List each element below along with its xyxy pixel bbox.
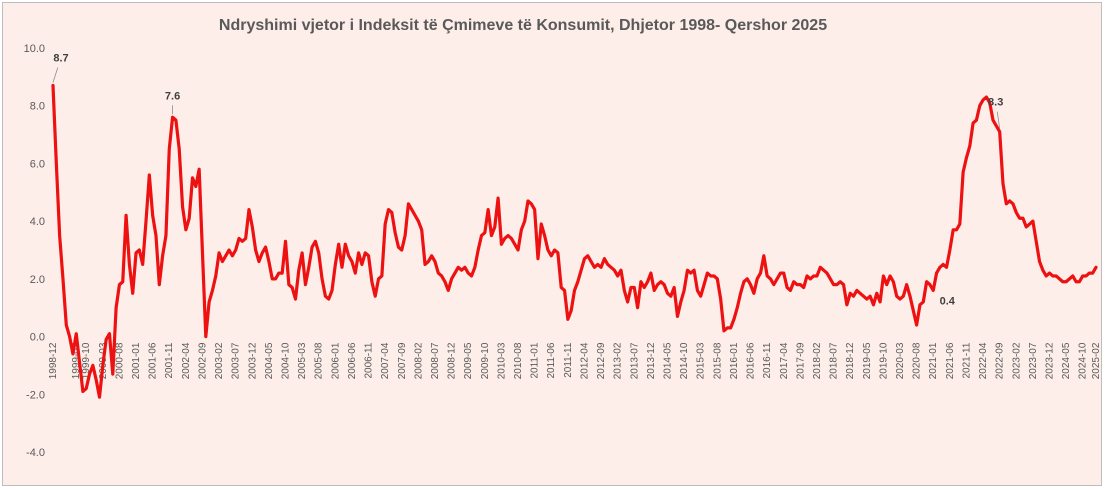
x-tick-label: 2024-10	[1078, 342, 1089, 379]
x-tick-label: 2003-07	[231, 342, 242, 379]
x-tick-label: 2003-02	[214, 342, 225, 379]
x-tick-label: 2015-03	[696, 342, 707, 379]
x-tick-label: 2008-12	[447, 342, 458, 379]
x-tick-label: 2002-09	[197, 342, 208, 379]
x-tick-label: 2010-08	[513, 342, 524, 379]
x-tick-label: 2019-10	[878, 342, 889, 379]
x-tick-label: 2006-11	[364, 342, 375, 378]
x-tick-label: 2018-02	[812, 342, 823, 379]
x-tick-label: 2009-05	[463, 342, 474, 379]
x-tick-label: 2004-10	[281, 342, 292, 379]
x-tick-label: 2015-08	[712, 342, 723, 379]
x-tick-label: 2023-02	[1011, 342, 1022, 379]
x-tick-label: 2007-04	[380, 342, 391, 379]
y-tick-label: -4.0	[26, 447, 45, 459]
x-tick-label: 2016-06	[746, 342, 757, 379]
x-tick-label: 2022-04	[978, 342, 989, 379]
x-tick-label: 2008-02	[413, 342, 424, 379]
x-tick-label: 2001-01	[131, 342, 142, 379]
x-tick-label: 2021-11	[961, 342, 972, 378]
x-tick-label: 2018-07	[829, 342, 840, 379]
x-tick-label: 2013-02	[613, 342, 624, 379]
y-tick-label: 10.0	[24, 43, 45, 55]
data-label: 8.7	[53, 53, 68, 65]
data-label: 8.3	[988, 97, 1003, 109]
leader-line	[52, 67, 59, 83]
x-tick-label: 2012-09	[596, 342, 607, 379]
x-tick-label: 2016-11	[762, 342, 773, 378]
x-tick-label: 2003-12	[247, 342, 258, 379]
y-tick-label: -2.0	[26, 389, 45, 401]
y-tick-label: 6.0	[30, 158, 45, 170]
x-tick-label: 2022-09	[995, 342, 1006, 379]
x-tick-label: 2005-03	[297, 342, 308, 379]
x-tick-label: 2011-01	[530, 342, 541, 378]
x-tick-label: 2001-06	[148, 342, 159, 379]
x-tick-label: 1998-12	[48, 342, 59, 379]
x-tick-label: 2023-12	[1044, 342, 1055, 379]
x-tick-label: 2019-05	[862, 342, 873, 379]
chart-svg: Ndryshimi vjetor i Indeksit të Çmimeve t…	[24, 3, 1103, 459]
y-tick-label: 2.0	[30, 274, 45, 286]
x-tick-label: 2016-01	[729, 342, 740, 379]
x-tick-label: 2011-11	[563, 342, 574, 378]
x-tick-label: 2009-10	[480, 342, 491, 379]
x-tick-label: 2014-05	[663, 342, 674, 379]
x-tick-label: 2023-07	[1028, 342, 1039, 379]
chart-title: Ndryshimi vjetor i Indeksit të Çmimeve t…	[219, 17, 827, 34]
x-tick-label: 2020-08	[912, 342, 923, 379]
cpi-series-line	[51, 83, 1098, 399]
x-tick-label: 2006-01	[330, 342, 341, 379]
x-tick-label: 1999-10	[81, 342, 92, 379]
x-tick-label: 2021-01	[928, 342, 939, 379]
x-tick-label: 2004-05	[264, 342, 275, 379]
x-tick-label: 2008-07	[430, 342, 441, 379]
x-tick-label: 2025-02	[1091, 342, 1102, 379]
x-tick-label: 1999-07	[71, 342, 82, 379]
leader-line	[996, 111, 1001, 129]
x-tick-label: 2013-12	[646, 342, 657, 379]
data-label: 7.6	[165, 90, 180, 102]
x-tick-label: 2011-06	[546, 342, 557, 378]
x-tick-label: 2001-11	[164, 342, 175, 378]
data-label: 0.4	[940, 295, 956, 307]
x-tick-label: 2007-09	[397, 342, 408, 379]
x-tick-label: 2013-07	[629, 342, 640, 379]
x-tick-label: 2000-08	[114, 342, 125, 379]
y-tick-label: 4.0	[30, 216, 45, 228]
y-tick-label: 0.0	[30, 332, 45, 344]
x-tick-label: 2020-03	[895, 342, 906, 379]
x-tick-label: 2017-09	[795, 342, 806, 379]
x-tick-label: 2021-06	[945, 342, 956, 379]
x-tick-label: 2024-05	[1061, 342, 1072, 379]
y-tick-label: 8.0	[30, 101, 45, 113]
x-tick-label: 2018-12	[845, 342, 856, 379]
x-tick-label: 2010-03	[496, 342, 507, 379]
y-axis: -4.0 -2.0 0.0 2.0 4.0 6.0 8.0 10.0	[24, 43, 45, 459]
data-labels: 8.7 7.6 8.3 0.4 2.4	[52, 3, 1103, 307]
x-tick-label: 2012-04	[579, 342, 590, 379]
series-layer	[51, 83, 1098, 399]
data-label: 2.4	[1098, 3, 1103, 6]
x-tick-label: 2017-04	[779, 342, 790, 379]
x-tick-label: 2002-04	[181, 342, 192, 379]
x-tick-label: 2005-08	[314, 342, 325, 379]
x-tick-label: 2014-10	[679, 342, 690, 379]
x-tick-label: 2006-06	[347, 342, 358, 379]
